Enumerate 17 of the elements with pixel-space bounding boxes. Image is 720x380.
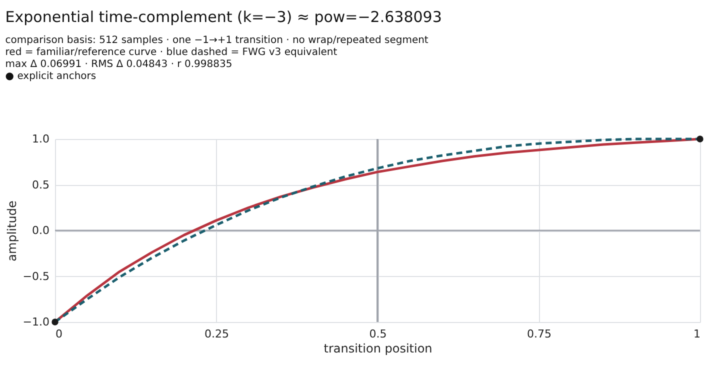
y-tick-label: 0.0 [32, 224, 50, 237]
x-tick-label: 1 [694, 328, 700, 340]
x-tick-label: 0.5 [369, 328, 387, 340]
chart-subtitle: comparison basis: 512 samples · one −1→+1 transition · no wrap/repeated segment [5, 35, 428, 46]
y-tick-label: 1.0 [32, 132, 50, 146]
x-tick-label: 0.25 [204, 328, 229, 340]
y-tick-label: −0.5 [22, 270, 50, 283]
x-tick-label: 0.75 [527, 328, 552, 340]
chart-title: Exponential time-complement (k=−3) ≈ pow=−2.638093 [5, 8, 442, 26]
y-tick-label: 0.5 [32, 178, 50, 192]
x-tick-label: 0 [56, 328, 62, 340]
y-axis-title: amplitude [4, 200, 19, 262]
x-axis-title: transition position [324, 342, 432, 356]
text: red = familiar/reference curve · blue dashed = FWG v3 equivalent [5, 47, 338, 58]
y-tick-label: −1.0 [22, 316, 50, 328]
text: max Δ 0.06991 · RMS Δ 0.04843 · r 0.998835 [5, 59, 232, 70]
text: ● explicit anchors [5, 71, 96, 82]
